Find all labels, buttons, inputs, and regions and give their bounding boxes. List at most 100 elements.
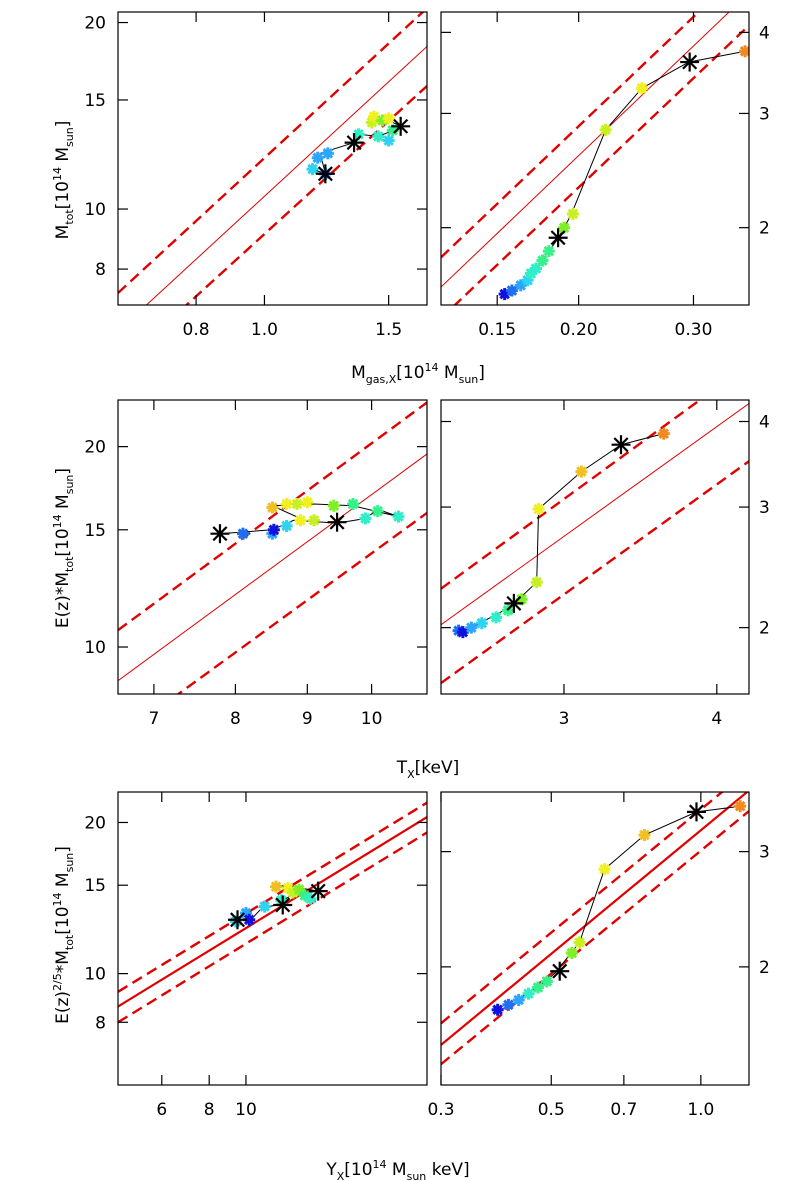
plot-frame: [117, 399, 428, 695]
data-point: [327, 499, 340, 512]
snapshot-point: [228, 910, 248, 930]
y-tick-label: 15: [84, 521, 106, 541]
data-point: [270, 880, 283, 893]
snapshot-point: [391, 116, 411, 136]
data-point: [311, 151, 324, 164]
scatter-band-line: [118, 12, 425, 294]
panel-row1-left: 0.8 1.0 1.5 8 10 15 20: [84, 11, 428, 340]
data-point: [536, 254, 549, 267]
x-tick-label: 0.7: [610, 1100, 637, 1120]
plot-area: [441, 792, 749, 1066]
x-tick-label: 0.20: [560, 320, 598, 340]
plot-frame: [117, 791, 428, 1086]
y-tick-label: 3: [759, 843, 770, 863]
data-point: [359, 512, 372, 525]
y-tick-label: 20: [84, 14, 106, 34]
scatter-band-line: [441, 400, 702, 590]
snapshot-point: [327, 512, 347, 532]
x-axis-label-row3: YX[1014 Msun keV]: [325, 1158, 469, 1181]
data-point: [490, 611, 503, 624]
y-axis-label-row2: E(z)*Mtot[1014 Msun]: [51, 468, 76, 628]
scatter-band-line: [118, 801, 427, 993]
data-point: [531, 981, 544, 994]
data-point: [532, 503, 545, 516]
panel-row2-right: 3 4 2 3 4: [440, 399, 770, 729]
snapshot-point: [548, 228, 568, 248]
data-point: [542, 245, 555, 258]
y-tick-label: 2: [759, 219, 770, 239]
y-tick-label: 2: [759, 619, 770, 639]
plot-area: [118, 12, 427, 305]
data-point: [575, 465, 588, 478]
x-tick-label: 0.5: [538, 1100, 565, 1120]
y-tick-label: 4: [759, 413, 770, 433]
snapshot-point: [210, 524, 230, 544]
y-axis-label-row3: E(z)2/5*Mtot[1014 Msun]: [51, 846, 76, 1024]
x-tick-label: 1.5: [375, 320, 402, 340]
plot-area: [118, 401, 427, 694]
data-point: [529, 262, 542, 275]
data-point: [565, 947, 578, 960]
data-point: [657, 427, 670, 440]
data-point: [491, 1003, 504, 1016]
x-tick-label: 10: [361, 709, 383, 729]
snapshot-point: [550, 961, 570, 981]
plot-frame: [440, 11, 750, 306]
evolution-track: [312, 119, 402, 175]
scatter-band-line: [441, 810, 749, 1066]
scatter-band-line: [453, 24, 749, 305]
data-point: [294, 514, 307, 527]
scatter-band-line: [118, 401, 427, 632]
y-tick-label: 8: [95, 1013, 106, 1033]
fit-line: [145, 46, 427, 305]
snapshot-point: [680, 52, 700, 72]
data-point: [502, 998, 515, 1011]
scatter-band-line: [118, 831, 427, 1024]
x-axis-label-row2: TX[keV]: [396, 758, 460, 781]
x-tick-label: 9: [302, 709, 313, 729]
data-point: [280, 519, 293, 532]
data-point: [392, 510, 405, 523]
panel-row3-left: 6 8 10 8 10 15 20: [84, 791, 428, 1120]
y-tick-label: 20: [84, 813, 106, 833]
data-point: [573, 936, 586, 949]
data-point: [530, 576, 543, 589]
data-point: [638, 829, 651, 842]
data-point: [266, 501, 279, 514]
data-point: [382, 134, 395, 147]
x-tick-label: 8: [230, 709, 241, 729]
data-point: [301, 496, 314, 509]
plot-area: [118, 801, 427, 1024]
y-axis-label-row1: Mtot[1014 Msun]: [51, 121, 76, 240]
x-tick-label: 6: [156, 1100, 167, 1120]
data-point: [243, 913, 256, 926]
snapshot-point: [611, 435, 631, 455]
y-tick-label: 10: [84, 200, 106, 220]
y-tick-label: 3: [759, 498, 770, 518]
y-tick-label: 4: [759, 23, 770, 43]
x-tick-label: 3: [559, 709, 570, 729]
y-tick-label: 20: [84, 438, 106, 458]
snapshot-point: [308, 881, 328, 901]
panel-row3-right: 0.3 0.5 0.7 1.0 2 3: [427, 791, 770, 1120]
data-point: [291, 497, 304, 510]
panel-row2-left: 7 8 9 10 10 15 20: [84, 399, 428, 729]
snapshot-point: [344, 133, 364, 153]
y-tick-label: 15: [84, 91, 106, 111]
snapshot-point: [686, 802, 706, 822]
x-tick-label: 7: [148, 709, 159, 729]
y-tick-label: 10: [84, 965, 106, 985]
fit-line: [441, 792, 749, 1046]
scatter-band-line: [441, 12, 701, 259]
data-point: [522, 987, 535, 1000]
data-point: [734, 800, 747, 813]
data-point: [475, 617, 488, 630]
data-point: [236, 527, 249, 540]
fit-line: [118, 816, 427, 1008]
data-point: [635, 82, 648, 95]
data-point: [505, 284, 518, 297]
x-tick-label: 10: [235, 1100, 257, 1120]
y-tick-label: 2: [759, 958, 770, 978]
y-tick-label: 10: [84, 638, 106, 658]
plot-frame: [440, 399, 750, 695]
